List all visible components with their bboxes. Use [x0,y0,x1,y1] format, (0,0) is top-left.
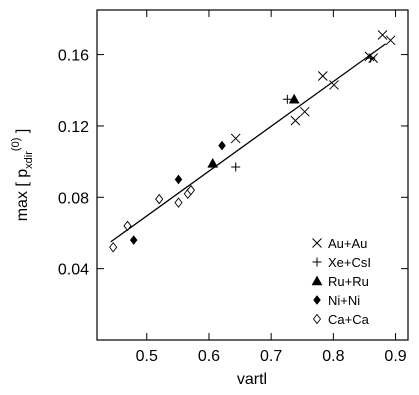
data-point-diamond-filled [174,174,183,185]
x-tick-label: 0.9 [384,348,406,365]
legend-label: Ni+Ni [328,293,360,308]
x-axis-label: vartl [237,371,267,388]
axis-ticks: 0.5 0.6 0.7 0.8 0.9 0.04 0.08 0.12 0.16 [58,10,408,365]
y-tick-label: 0.04 [58,262,89,279]
legend-marker-x [312,238,322,248]
data-point-x [317,71,328,81]
data-points [109,30,396,253]
legend-marker-triangle [311,275,323,286]
legend: Au+Au Xe+CsI Ru+Ru Ni+Ni Ca+Ca [311,236,371,327]
data-point-plus [366,53,376,63]
data-point-x [230,133,241,144]
fit-line [110,43,386,243]
data-point-diamond-open [186,184,195,196]
data-point-diamond-filled [129,235,138,246]
y-tick-label: 0.12 [58,119,89,136]
data-point-plus [282,94,292,104]
data-point-x [329,80,339,90]
legend-label: Xe+CsI [328,255,371,270]
data-point-diamond-open [123,220,132,232]
x-tick-label: 0.5 [136,348,158,365]
y-tick-label: 0.16 [58,48,89,65]
y-axis-label: max [ pxdir(0) ] [10,129,35,222]
data-point-x [299,106,310,117]
data-point-x [290,115,301,126]
data-point-triangle [288,93,300,104]
data-point-x [364,51,375,62]
legend-label: Ca+Ca [328,312,370,327]
data-point-diamond-open [155,193,164,205]
legend-marker-diamond-open [312,313,322,325]
data-point-plus [231,162,241,172]
data-point-x [377,30,388,40]
y-tick-label: 0.08 [58,190,89,207]
data-point-triangle [207,157,219,168]
data-point-x [385,35,396,46]
plot-frame [96,9,409,341]
legend-label: Au+Au [328,236,367,251]
x-tick-label: 0.7 [260,348,282,365]
data-point-diamond-filled [218,140,226,151]
x-tick-label: 0.8 [322,348,344,365]
fit-line-group [110,43,386,243]
legend-marker-diamond-filled [313,295,321,305]
data-point-diamond-open [174,197,183,208]
legend-label: Ru+Ru [328,274,369,289]
legend-marker-plus [312,257,322,267]
data-point-diamond-open [109,242,118,253]
x-tick-label: 0.6 [198,348,220,365]
